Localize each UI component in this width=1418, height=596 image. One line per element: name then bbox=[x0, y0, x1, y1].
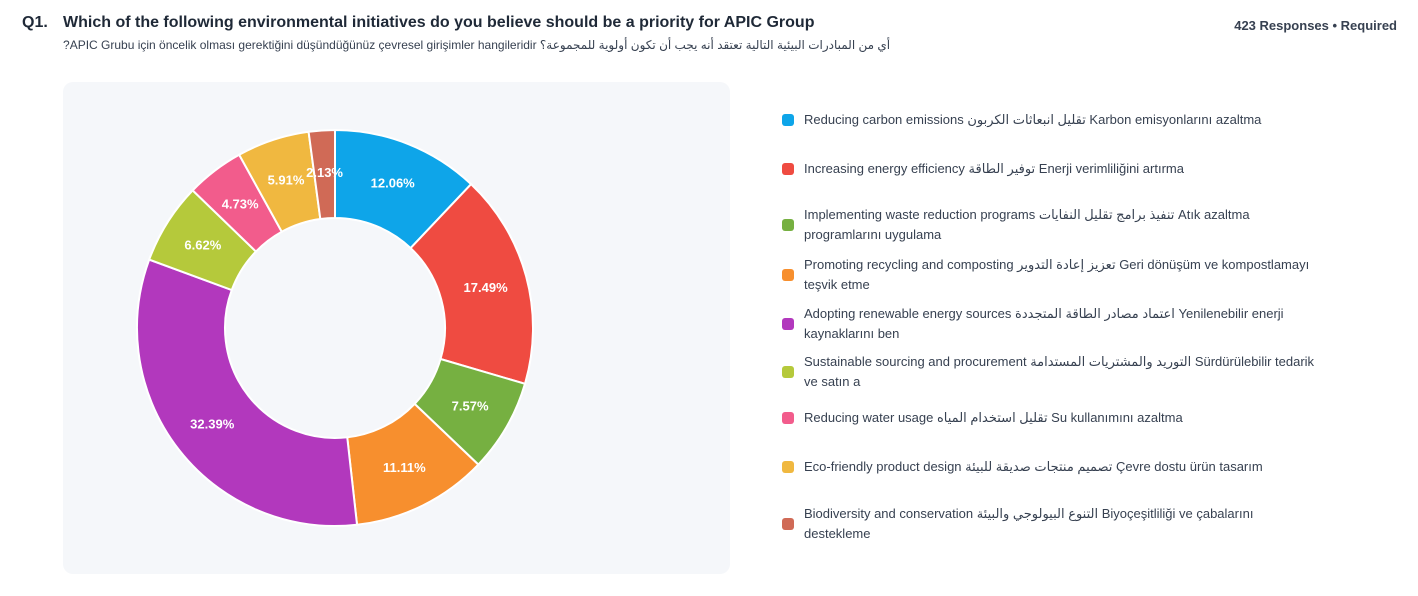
question-number: Q1. bbox=[22, 14, 48, 31]
donut-chart: 12.06% 17.49% 7.57% 11.11% 32.39% 6.62% 4.73% 5… bbox=[136, 128, 534, 527]
legend-swatch bbox=[782, 318, 794, 330]
slice-data-label: 12.06% bbox=[371, 176, 416, 191]
slice-data-label: 5.91% bbox=[268, 172, 305, 187]
response-meta: 423 Responses • Required bbox=[1234, 18, 1397, 33]
slice-data-label: 7.57% bbox=[452, 398, 489, 413]
legend-label: Sustainable sourcing and procurement الت… bbox=[804, 354, 1315, 389]
legend-item[interactable]: Reducing water usage تقليل استخدام الميا… bbox=[782, 408, 1322, 428]
legend-item[interactable]: Implementing waste reduction programs تن… bbox=[782, 205, 1322, 245]
legend-label: Reducing water usage تقليل استخدام الميا… bbox=[804, 410, 1183, 425]
legend-item[interactable]: Reducing carbon emissions تقليل انبعاثات… bbox=[782, 110, 1322, 130]
legend-swatch bbox=[782, 518, 794, 530]
legend-swatch bbox=[782, 219, 794, 231]
legend-swatch bbox=[782, 163, 794, 175]
legend-label: Reducing carbon emissions تقليل انبعاثات… bbox=[804, 112, 1262, 127]
legend-item[interactable]: Eco-friendly product design تصميم منتجات… bbox=[782, 457, 1322, 477]
slice-data-label: 11.11% bbox=[383, 460, 426, 475]
legend-label: Promoting recycling and composting تعزيز… bbox=[804, 257, 1310, 292]
legend-label: Eco-friendly product design تصميم منتجات… bbox=[804, 459, 1263, 474]
legend-item[interactable]: Promoting recycling and composting تعزيز… bbox=[782, 255, 1322, 295]
legend-swatch bbox=[782, 269, 794, 281]
slice-data-label: 2.13% bbox=[306, 165, 343, 180]
slice-data-label: 6.62% bbox=[184, 238, 221, 253]
legend-item[interactable]: Sustainable sourcing and procurement الت… bbox=[782, 352, 1322, 392]
chart-panel: 12.06% 17.49% 7.57% 11.11% 32.39% 6.62% 4.73% 5… bbox=[63, 82, 730, 574]
question-subtitle: أي من المبادرات البيئية التالية تعتقد أن… bbox=[63, 38, 891, 52]
legend-item[interactable]: Adopting renewable energy sources اعتماد… bbox=[782, 304, 1322, 344]
legend-label: Implementing waste reduction programs تن… bbox=[804, 207, 1250, 242]
legend-swatch bbox=[782, 366, 794, 378]
donut-slice-5[interactable] bbox=[136, 258, 359, 527]
donut-slice-2[interactable] bbox=[409, 182, 534, 386]
legend-item[interactable]: Biodiversity and conservation التنوع الب… bbox=[782, 504, 1322, 544]
slice-data-label: 32.39% bbox=[190, 417, 235, 432]
slice-data-label: 4.73% bbox=[222, 197, 259, 212]
question-title: Which of the following environmental ini… bbox=[63, 14, 815, 31]
legend-swatch bbox=[782, 114, 794, 126]
slice-data-label: 17.49% bbox=[464, 280, 509, 295]
legend-label: Biodiversity and conservation التنوع الب… bbox=[804, 506, 1254, 541]
legend-swatch bbox=[782, 412, 794, 424]
donut-slice-9[interactable] bbox=[307, 128, 336, 221]
legend-item[interactable]: Increasing energy efficiency توفير الطاق… bbox=[782, 159, 1322, 179]
legend-label: Adopting renewable energy sources اعتماد… bbox=[804, 306, 1284, 341]
legend-swatch bbox=[782, 461, 794, 473]
legend-label: Increasing energy efficiency توفير الطاق… bbox=[804, 161, 1184, 176]
